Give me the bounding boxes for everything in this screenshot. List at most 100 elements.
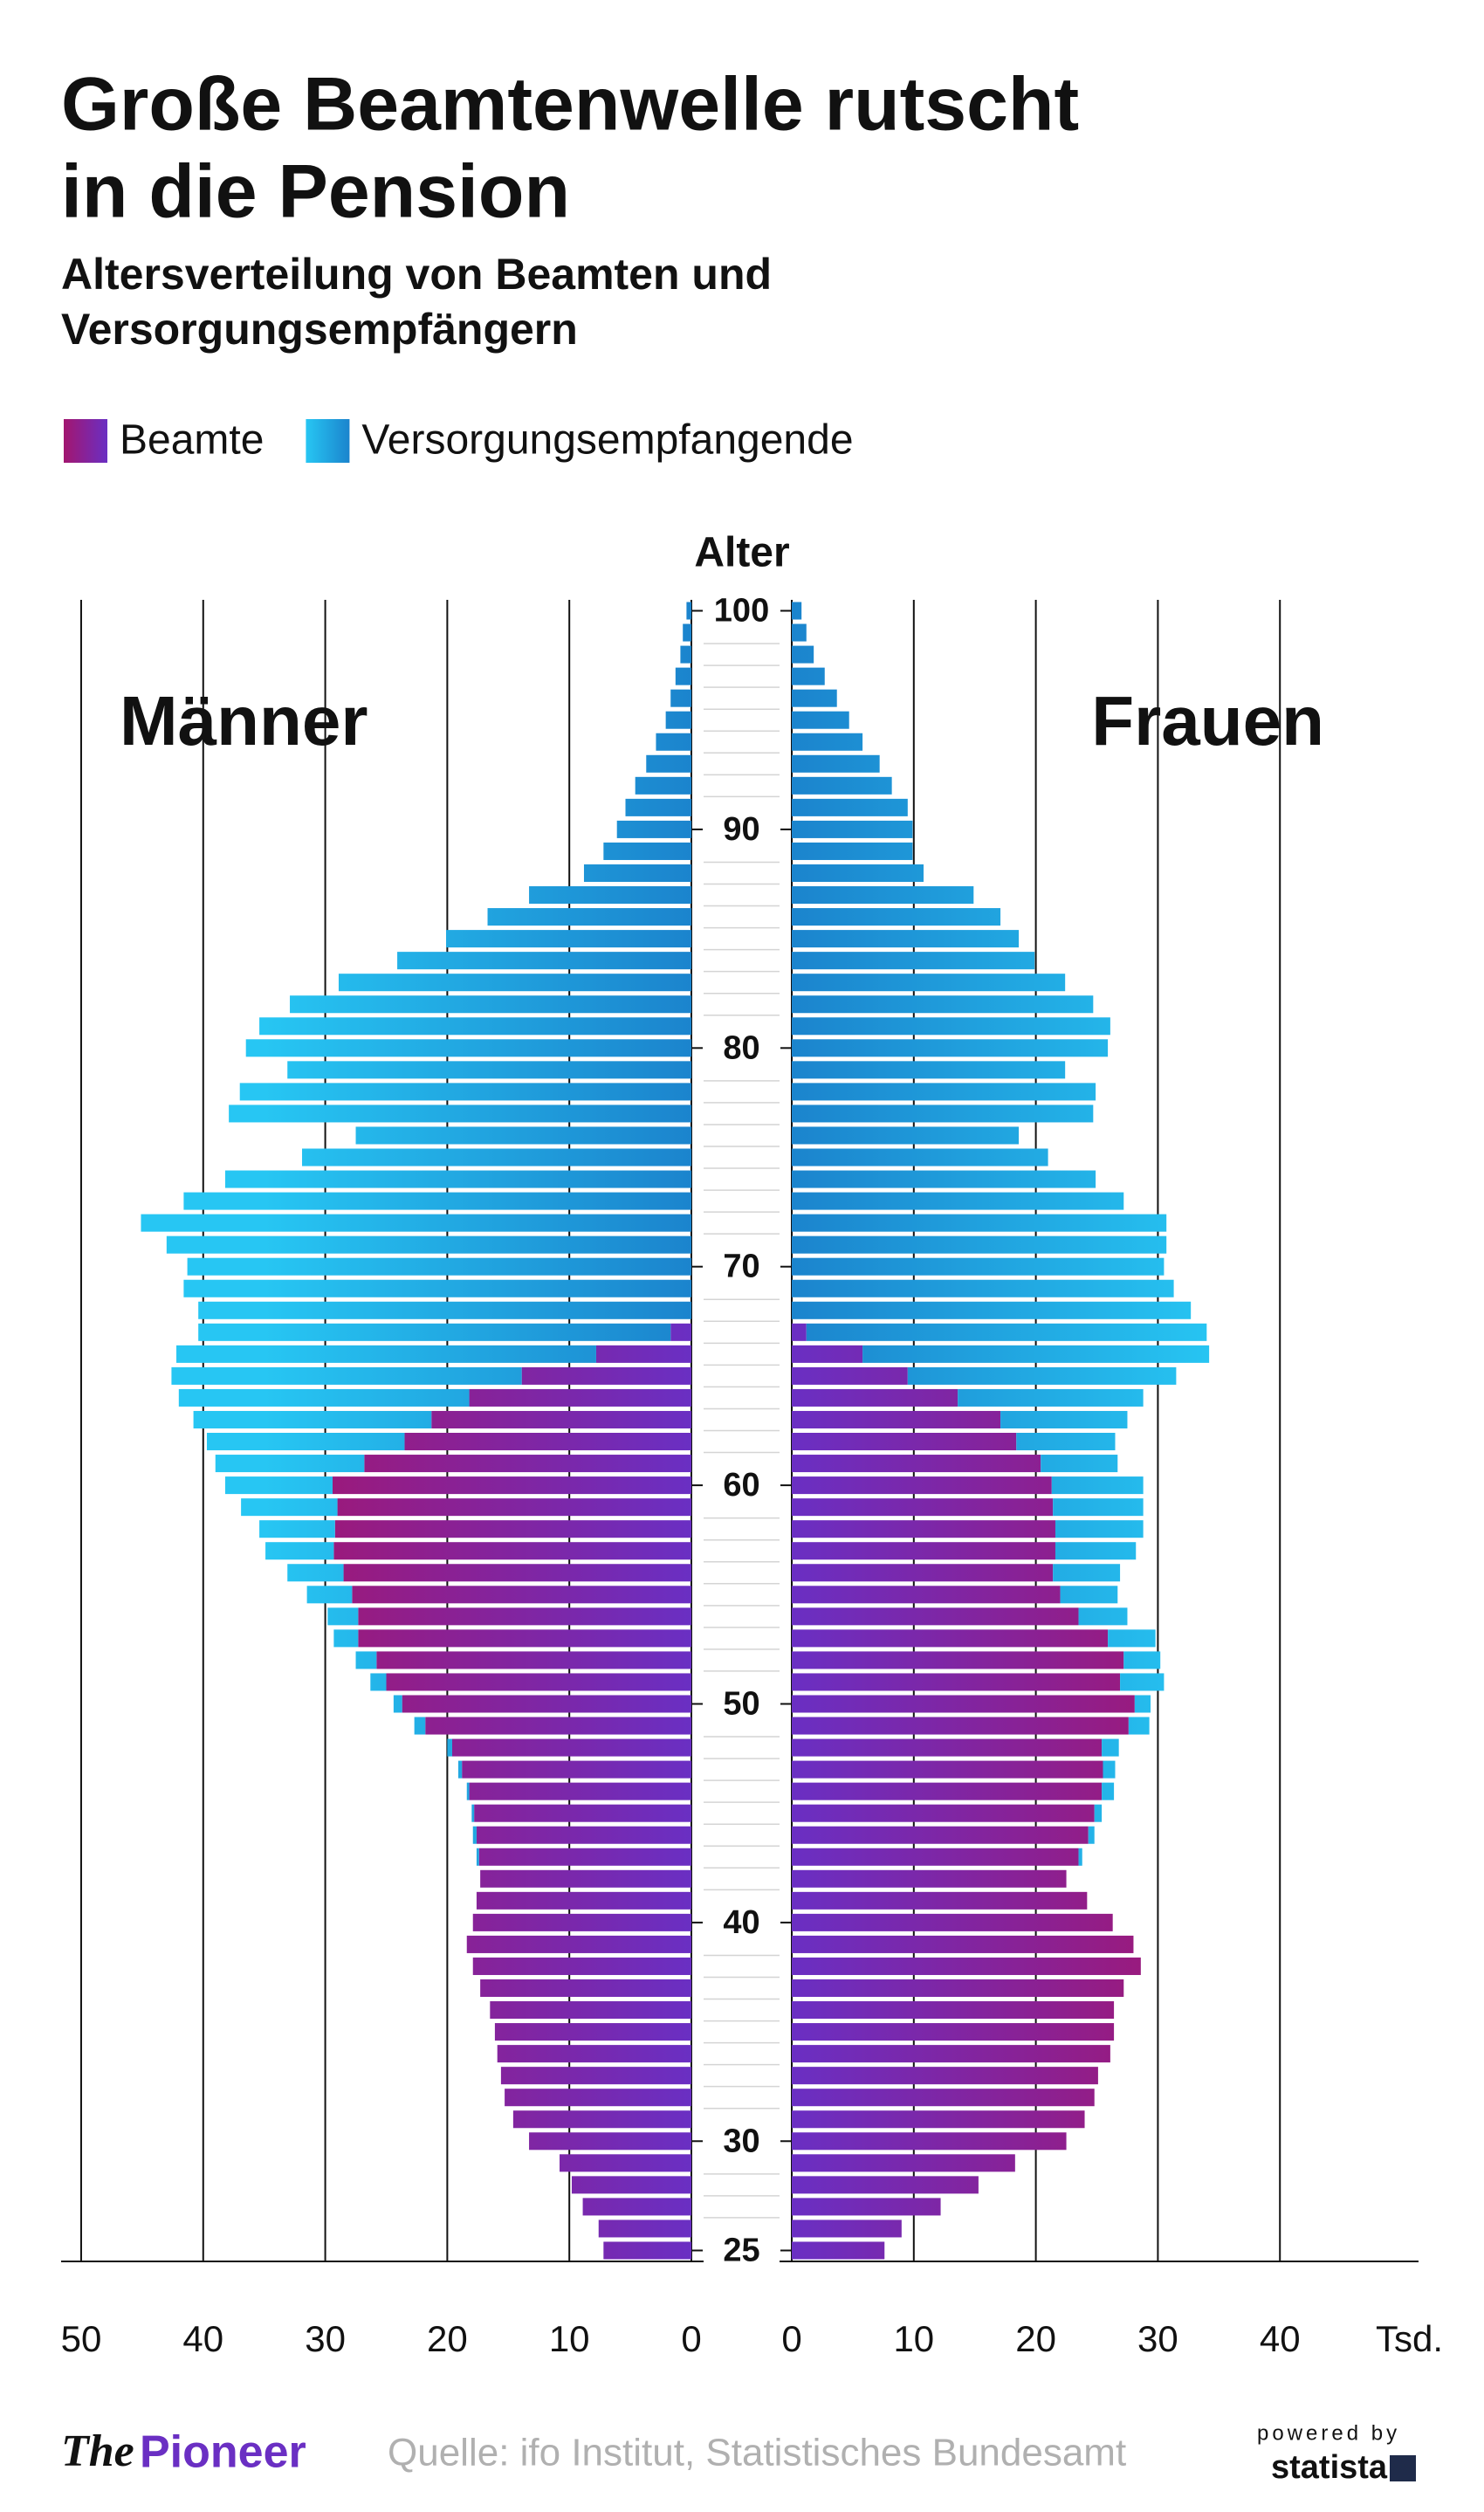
bar (505, 2089, 691, 2107)
bar (792, 2045, 1110, 2063)
bar (1134, 1695, 1151, 1713)
bar (792, 798, 908, 816)
legend-swatch (306, 419, 350, 463)
bar (792, 1388, 958, 1407)
age-label-bg (704, 1469, 780, 1502)
bar (792, 1105, 1094, 1123)
bar (224, 1476, 333, 1495)
age-label-bg (704, 1032, 780, 1064)
bar (474, 1804, 691, 1822)
bar (792, 1586, 1061, 1604)
bar (792, 776, 892, 795)
bar (792, 1061, 1066, 1079)
age-label-bg (704, 1906, 780, 1938)
x-unit: Tsd. (1376, 2318, 1443, 2359)
bar (1060, 1586, 1118, 1604)
bar (224, 1170, 691, 1188)
bar (512, 2110, 691, 2129)
bar (675, 667, 691, 685)
bar (302, 1148, 691, 1167)
bar (1051, 1476, 1144, 1495)
x-tick-label: 40 (182, 2318, 223, 2359)
bar (327, 1607, 359, 1626)
y-tick-label: 80 (723, 1029, 759, 1066)
bar (792, 1564, 1054, 1582)
bar (792, 733, 863, 751)
x-tick-label: 40 (1260, 2318, 1301, 2359)
bar (792, 1717, 1129, 1735)
bar (1078, 1848, 1082, 1866)
bar (806, 1323, 1207, 1341)
title-line: in die Pension (61, 150, 570, 234)
bar (355, 1126, 691, 1145)
powered-by: powered by (1257, 2421, 1400, 2445)
x-tick-label: 10 (893, 2318, 934, 2359)
bar (792, 1826, 1089, 1844)
bar (670, 689, 691, 707)
bar (1102, 1738, 1119, 1757)
x-tick-label: 30 (1137, 2318, 1178, 2359)
bar (355, 1651, 377, 1669)
bar (792, 2176, 979, 2194)
bar (683, 623, 691, 642)
x-tick-label: 30 (305, 2318, 346, 2359)
age-label-bg (704, 1688, 780, 1720)
bar (397, 952, 691, 970)
bar (635, 776, 691, 795)
bar (358, 1607, 691, 1626)
bar (792, 1651, 1124, 1669)
bar (792, 1891, 1088, 1910)
bar (792, 1017, 1110, 1036)
bar (166, 1235, 691, 1254)
bar (862, 1345, 1210, 1363)
bar (1108, 1629, 1156, 1648)
y-tick-label: 25 (723, 2233, 759, 2269)
bar (616, 820, 691, 838)
source: Quelle: ifo Institut, Statistisches Bund… (388, 2432, 1126, 2474)
bar (447, 1738, 452, 1757)
bar (582, 2198, 691, 2216)
bar (494, 2023, 691, 2041)
bar (792, 995, 1094, 1014)
bar (792, 1673, 1121, 1691)
bar (792, 623, 807, 642)
bar (792, 754, 880, 773)
bar (792, 1455, 1041, 1473)
bar (792, 1695, 1135, 1713)
bar (451, 1738, 691, 1757)
bar (792, 1738, 1103, 1757)
bar (1055, 1542, 1137, 1560)
bar (376, 1651, 691, 1669)
bar (656, 733, 691, 751)
bar (1078, 1607, 1128, 1626)
bar (457, 1760, 463, 1779)
legend-label: Versorgungsempfangende (361, 417, 853, 464)
age-label-bg (704, 813, 780, 845)
bar (792, 1935, 1134, 1953)
bar (1123, 1651, 1161, 1669)
bar (183, 1279, 691, 1297)
bar (431, 1410, 691, 1428)
statista-icon (1390, 2455, 1416, 2481)
x-tick-label: 0 (681, 2318, 701, 2359)
bar (625, 798, 691, 816)
bar (792, 930, 1020, 948)
bar (958, 1388, 1144, 1407)
bar (686, 602, 691, 620)
title-line: Große Beamtenwelle rutscht (61, 63, 1079, 147)
bar (670, 1323, 691, 1341)
bar (792, 864, 924, 883)
y-tick-label: 70 (723, 1249, 759, 1285)
bar (792, 974, 1066, 992)
bar (792, 1039, 1109, 1057)
y-tick-label: 30 (723, 2123, 759, 2159)
bar (239, 1083, 691, 1101)
bar (792, 645, 814, 664)
bar (792, 1869, 1067, 1888)
bar (792, 1782, 1103, 1800)
bar (595, 1345, 691, 1363)
x-tick-label: 20 (1015, 2318, 1056, 2359)
bar (646, 754, 691, 773)
bar (792, 1760, 1103, 1779)
bar (792, 1433, 1017, 1451)
